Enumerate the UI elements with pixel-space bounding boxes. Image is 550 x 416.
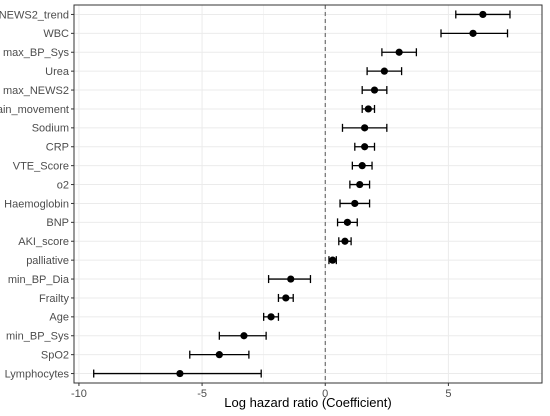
x-tick-label: 0 (322, 388, 328, 400)
x-axis-title: Log hazard ratio (Coefficient) (224, 395, 391, 410)
grid-lines (74, 5, 542, 383)
forest-row (336, 218, 358, 227)
estimate-point (287, 275, 295, 283)
forest-row (361, 86, 388, 95)
x-tick-label: -5 (197, 388, 207, 400)
estimate-point (358, 162, 366, 170)
forest-row (361, 104, 376, 113)
y-tick-label: WBC (43, 28, 69, 40)
forest-row (354, 142, 376, 151)
estimate-point (364, 105, 372, 113)
estimate-point (361, 124, 369, 132)
forest-row (455, 10, 511, 19)
y-tick-label: max_NEWS2 (3, 85, 69, 97)
estimate-point (380, 67, 388, 75)
estimate-point (351, 199, 359, 208)
y-tick-label: NEWS2_trend (0, 9, 69, 21)
forest-row (189, 350, 250, 359)
forest-row (263, 312, 280, 321)
y-tick-label: Frailty (39, 293, 69, 305)
forest-row (349, 180, 371, 189)
forest-row (328, 256, 337, 265)
y-tick-label: max_BP_Sys (3, 47, 70, 59)
forest-row (218, 331, 267, 340)
y-tick-label: min_BP_Dia (8, 274, 70, 286)
x-tick-label: 5 (445, 388, 451, 400)
x-axis: -10 -5 0 5 (71, 383, 451, 400)
y-tick-label: Age (49, 312, 69, 324)
estimate-point (240, 332, 248, 340)
y-tick-label: Urea (45, 66, 70, 78)
y-tick-label: Haemoglobin (4, 198, 69, 210)
estimate-point (176, 369, 184, 378)
y-tick-label: o2 (57, 179, 69, 191)
estimate-point (343, 218, 352, 226)
panel-background (74, 5, 542, 383)
forest-row (351, 161, 373, 170)
plot-panel (73, 4, 543, 384)
forest-row (339, 199, 371, 208)
y-tick-label: BNP (46, 217, 69, 229)
estimate-point (329, 256, 337, 264)
forest-row (341, 123, 388, 132)
forest-row (338, 237, 352, 246)
y-tick-label: VTE_Score (13, 160, 69, 172)
estimate-point (370, 86, 379, 94)
panel-border (73, 4, 543, 384)
estimate-point (267, 313, 275, 321)
estimate-marks (93, 10, 511, 378)
forest-row (267, 275, 312, 284)
forest-row (277, 293, 294, 302)
forest-row (366, 67, 403, 76)
estimate-point (479, 10, 487, 19)
y-tick-label: palliative (26, 255, 69, 267)
forest-row (440, 29, 509, 38)
x-tick-label: -10 (71, 388, 87, 400)
y-axis-labels: NEWS2_trend WBC max_BP_Sys Urea max_NEWS2 Pai… (0, 9, 74, 380)
y-tick-label: CRP (46, 142, 69, 154)
forest-row (381, 48, 418, 57)
estimate-point (395, 48, 403, 56)
estimate-point (341, 237, 349, 245)
estimate-point (361, 143, 369, 151)
estimate-point (215, 351, 223, 359)
y-tick-label: Pain_movement (0, 104, 69, 116)
y-tick-label: Lymphocytes (5, 368, 70, 380)
estimate-point (469, 29, 477, 37)
forest-row (93, 369, 262, 378)
estimate-point (282, 294, 290, 302)
y-tick-label: SpO2 (41, 349, 69, 361)
y-tick-label: min_BP_Sys (6, 331, 69, 343)
estimate-point (356, 180, 364, 189)
y-tick-label: Sodium (32, 123, 69, 135)
y-tick-label: AKI_score (18, 236, 69, 248)
